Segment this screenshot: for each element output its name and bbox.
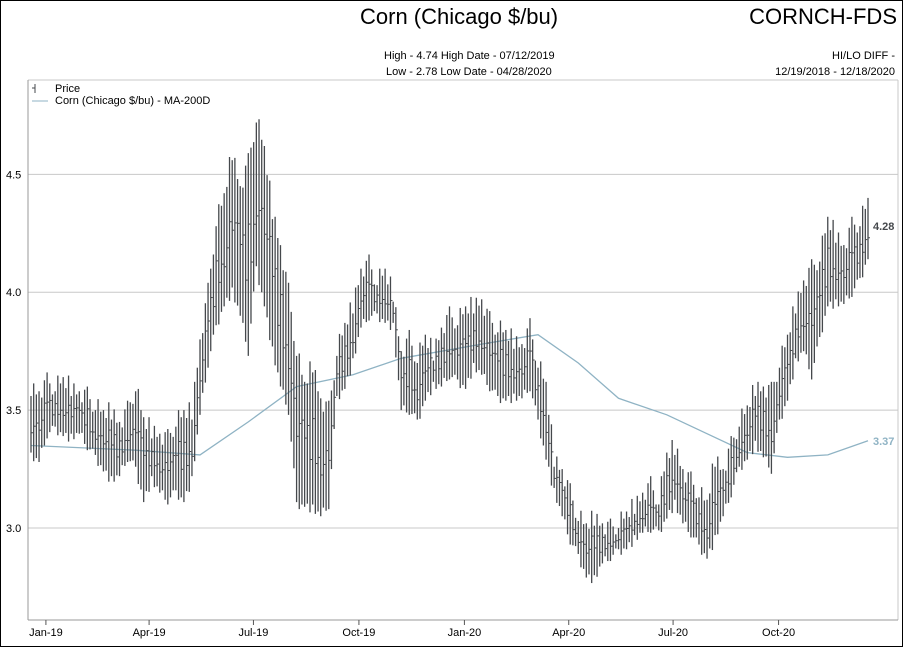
- legend-ma: Corn (Chicago $/bu) - MA-200D: [55, 95, 210, 107]
- y-tick-label: 4.0: [6, 287, 21, 299]
- date-range: 12/19/2018 - 12/18/2020: [775, 66, 895, 78]
- ma-200d-line: [30, 334, 869, 458]
- price-bars: [30, 119, 870, 584]
- x-tick-label: Oct-20: [762, 627, 795, 639]
- last-ma-label: 3.37: [873, 436, 894, 448]
- legend-price: Price: [55, 83, 80, 95]
- chart-title: Corn (Chicago $/bu): [360, 4, 559, 29]
- x-tick-label: Jul-19: [238, 627, 268, 639]
- x-tick-label: Apr-19: [133, 627, 166, 639]
- legend: Price Corn (Chicago $/bu) - MA-200D: [32, 83, 210, 107]
- last-price-label: 4.28: [873, 221, 894, 233]
- hilo-diff: HI/LO DIFF -: [832, 50, 895, 62]
- x-tick-label: Oct-19: [342, 627, 375, 639]
- symbol-code: CORNCH-FDS: [749, 4, 897, 29]
- x-tick-label: Apr-20: [552, 627, 585, 639]
- y-tick-label: 3.0: [6, 523, 21, 535]
- y-tick-label: 3.5: [6, 405, 21, 417]
- x-tick-label: Jan-20: [448, 627, 482, 639]
- x-tick-label: Jul-20: [658, 627, 688, 639]
- x-tick-label: Jan-19: [29, 627, 63, 639]
- y-tick-label: 4.5: [6, 169, 21, 181]
- high-info: High - 4.74 High Date - 07/12/2019: [384, 50, 555, 62]
- low-info: Low - 2.78 Low Date - 04/28/2020: [386, 66, 552, 78]
